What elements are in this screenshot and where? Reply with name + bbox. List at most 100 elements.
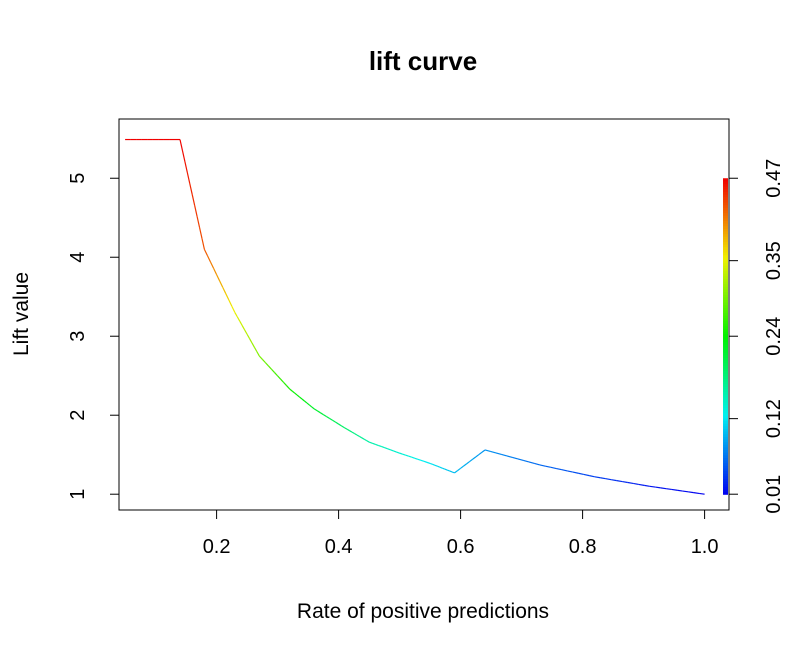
lift-curve-segment [323, 414, 327, 417]
lift-curve-segment [528, 461, 535, 465]
lift-curve-segment [304, 400, 308, 404]
color-scale-swatch [723, 233, 728, 237]
lift-curve-segment [545, 465, 552, 468]
lift-curve-segment [268, 365, 272, 370]
lift-curve-segment [179, 139, 184, 151]
color-scale-swatch [723, 359, 728, 364]
lift-curve-segment [289, 388, 293, 392]
lift-curve-segment [523, 459, 530, 463]
lift-curve-segment [638, 483, 645, 486]
color-scale-swatch [723, 488, 728, 493]
lift-curve-segment [583, 473, 590, 477]
lift-curve-segment [572, 471, 579, 474]
lift-curve-segment [194, 205, 198, 217]
lift-curve-segment [239, 320, 243, 326]
color-scale-swatch [723, 431, 728, 435]
color-scale-swatch [723, 183, 728, 187]
color-scale-swatch [723, 223, 728, 227]
color-scale-swatch [723, 307, 728, 311]
color-scale-swatch [723, 288, 728, 293]
lift-curve-segment [296, 394, 300, 398]
color-scale-swatch [723, 230, 728, 235]
color-scale-swatch [723, 330, 728, 335]
lift-curve-segment [481, 449, 486, 453]
color-scale-swatch [723, 425, 728, 429]
color-scale-swatch [723, 323, 728, 327]
color-scale-swatch [723, 188, 728, 193]
lift-curve-segment [402, 453, 406, 456]
lift-curve-segment [622, 480, 628, 484]
lift-curve-segment [203, 249, 208, 256]
color-scale-swatch [723, 407, 728, 411]
color-scale-swatch [723, 180, 728, 185]
lift-curve-segment [299, 396, 303, 400]
color-scale-swatch [723, 449, 728, 453]
color-scale-swatch [723, 436, 728, 440]
lift-curve-segment [228, 299, 233, 307]
color-scale-swatch [723, 196, 728, 200]
color-scale-swatch [723, 178, 728, 182]
color-scale-swatch [723, 367, 728, 372]
lift-curve-segment [495, 452, 502, 456]
lift-curve-segment [627, 481, 634, 485]
lift-curve-segment [381, 445, 385, 449]
color-scale-swatch [723, 259, 728, 264]
color-scale-swatch [723, 338, 728, 343]
lift-curve-segment [301, 398, 305, 402]
color-scale-swatch [723, 417, 728, 422]
lift-curve-segment [463, 463, 468, 467]
lift-curve-segment [439, 466, 443, 469]
lift-curve-segment [390, 449, 394, 452]
lift-curve-segment [644, 484, 650, 487]
x-tick-label: 1.0 [691, 536, 719, 558]
color-scale-swatch [723, 286, 728, 290]
lift-curve-segment [366, 440, 370, 443]
color-scale-swatch [723, 475, 728, 480]
color-scale-swatch [723, 478, 728, 482]
lift-curve-segment [241, 325, 246, 331]
lift-curve-segment [249, 338, 253, 344]
lift-curve-segment [351, 431, 355, 435]
color-scale-swatch [723, 304, 728, 308]
color-tick-label: 0.12 [763, 399, 785, 438]
color-scale-swatch [723, 220, 728, 224]
lift-curve-segment [236, 316, 241, 322]
lift-curve-segment [660, 487, 667, 490]
lift-curve-segment [478, 451, 483, 456]
lift-curve-segment [396, 451, 400, 454]
color-scale-swatch [723, 454, 728, 458]
color-scale-swatch [723, 309, 728, 314]
lift-curve-segment [693, 492, 700, 495]
lift-curve-segment [444, 468, 448, 471]
lift-curve-segment [244, 329, 248, 335]
lift-curve-segment [363, 438, 367, 442]
lift-curve-segment [460, 465, 465, 469]
color-scale-swatch [723, 320, 728, 324]
color-scale-swatch [723, 404, 728, 408]
lift-curve-segment [539, 464, 546, 467]
lift-curve-segment [589, 475, 595, 478]
color-scale-swatch [723, 465, 728, 469]
color-scale-swatch [723, 396, 728, 401]
color-scale-swatch [723, 388, 728, 393]
color-scale-swatch [723, 357, 728, 361]
lift-curve-segment [319, 412, 324, 416]
lift-curve-segment [286, 385, 291, 390]
color-scale-swatch [723, 273, 728, 277]
lift-curve-segment [677, 489, 683, 492]
lift-curve-segment [311, 406, 315, 410]
color-scale-swatch [723, 215, 728, 219]
color-scale-swatch [723, 365, 728, 369]
lift-curve-segment [387, 448, 391, 451]
lift-curve-segment [671, 488, 678, 491]
color-scale-swatch [723, 380, 728, 385]
color-scale-swatch [723, 328, 728, 332]
lift-curve-segment [332, 419, 336, 423]
lift-curve-segment [411, 456, 416, 459]
lift-curve-segment [374, 443, 379, 446]
color-scale-swatch [723, 446, 728, 451]
color-scale-swatch [723, 362, 728, 366]
color-scale-swatch [723, 312, 728, 316]
color-scale-swatch [723, 257, 728, 261]
lift-curve-segment [338, 423, 342, 427]
